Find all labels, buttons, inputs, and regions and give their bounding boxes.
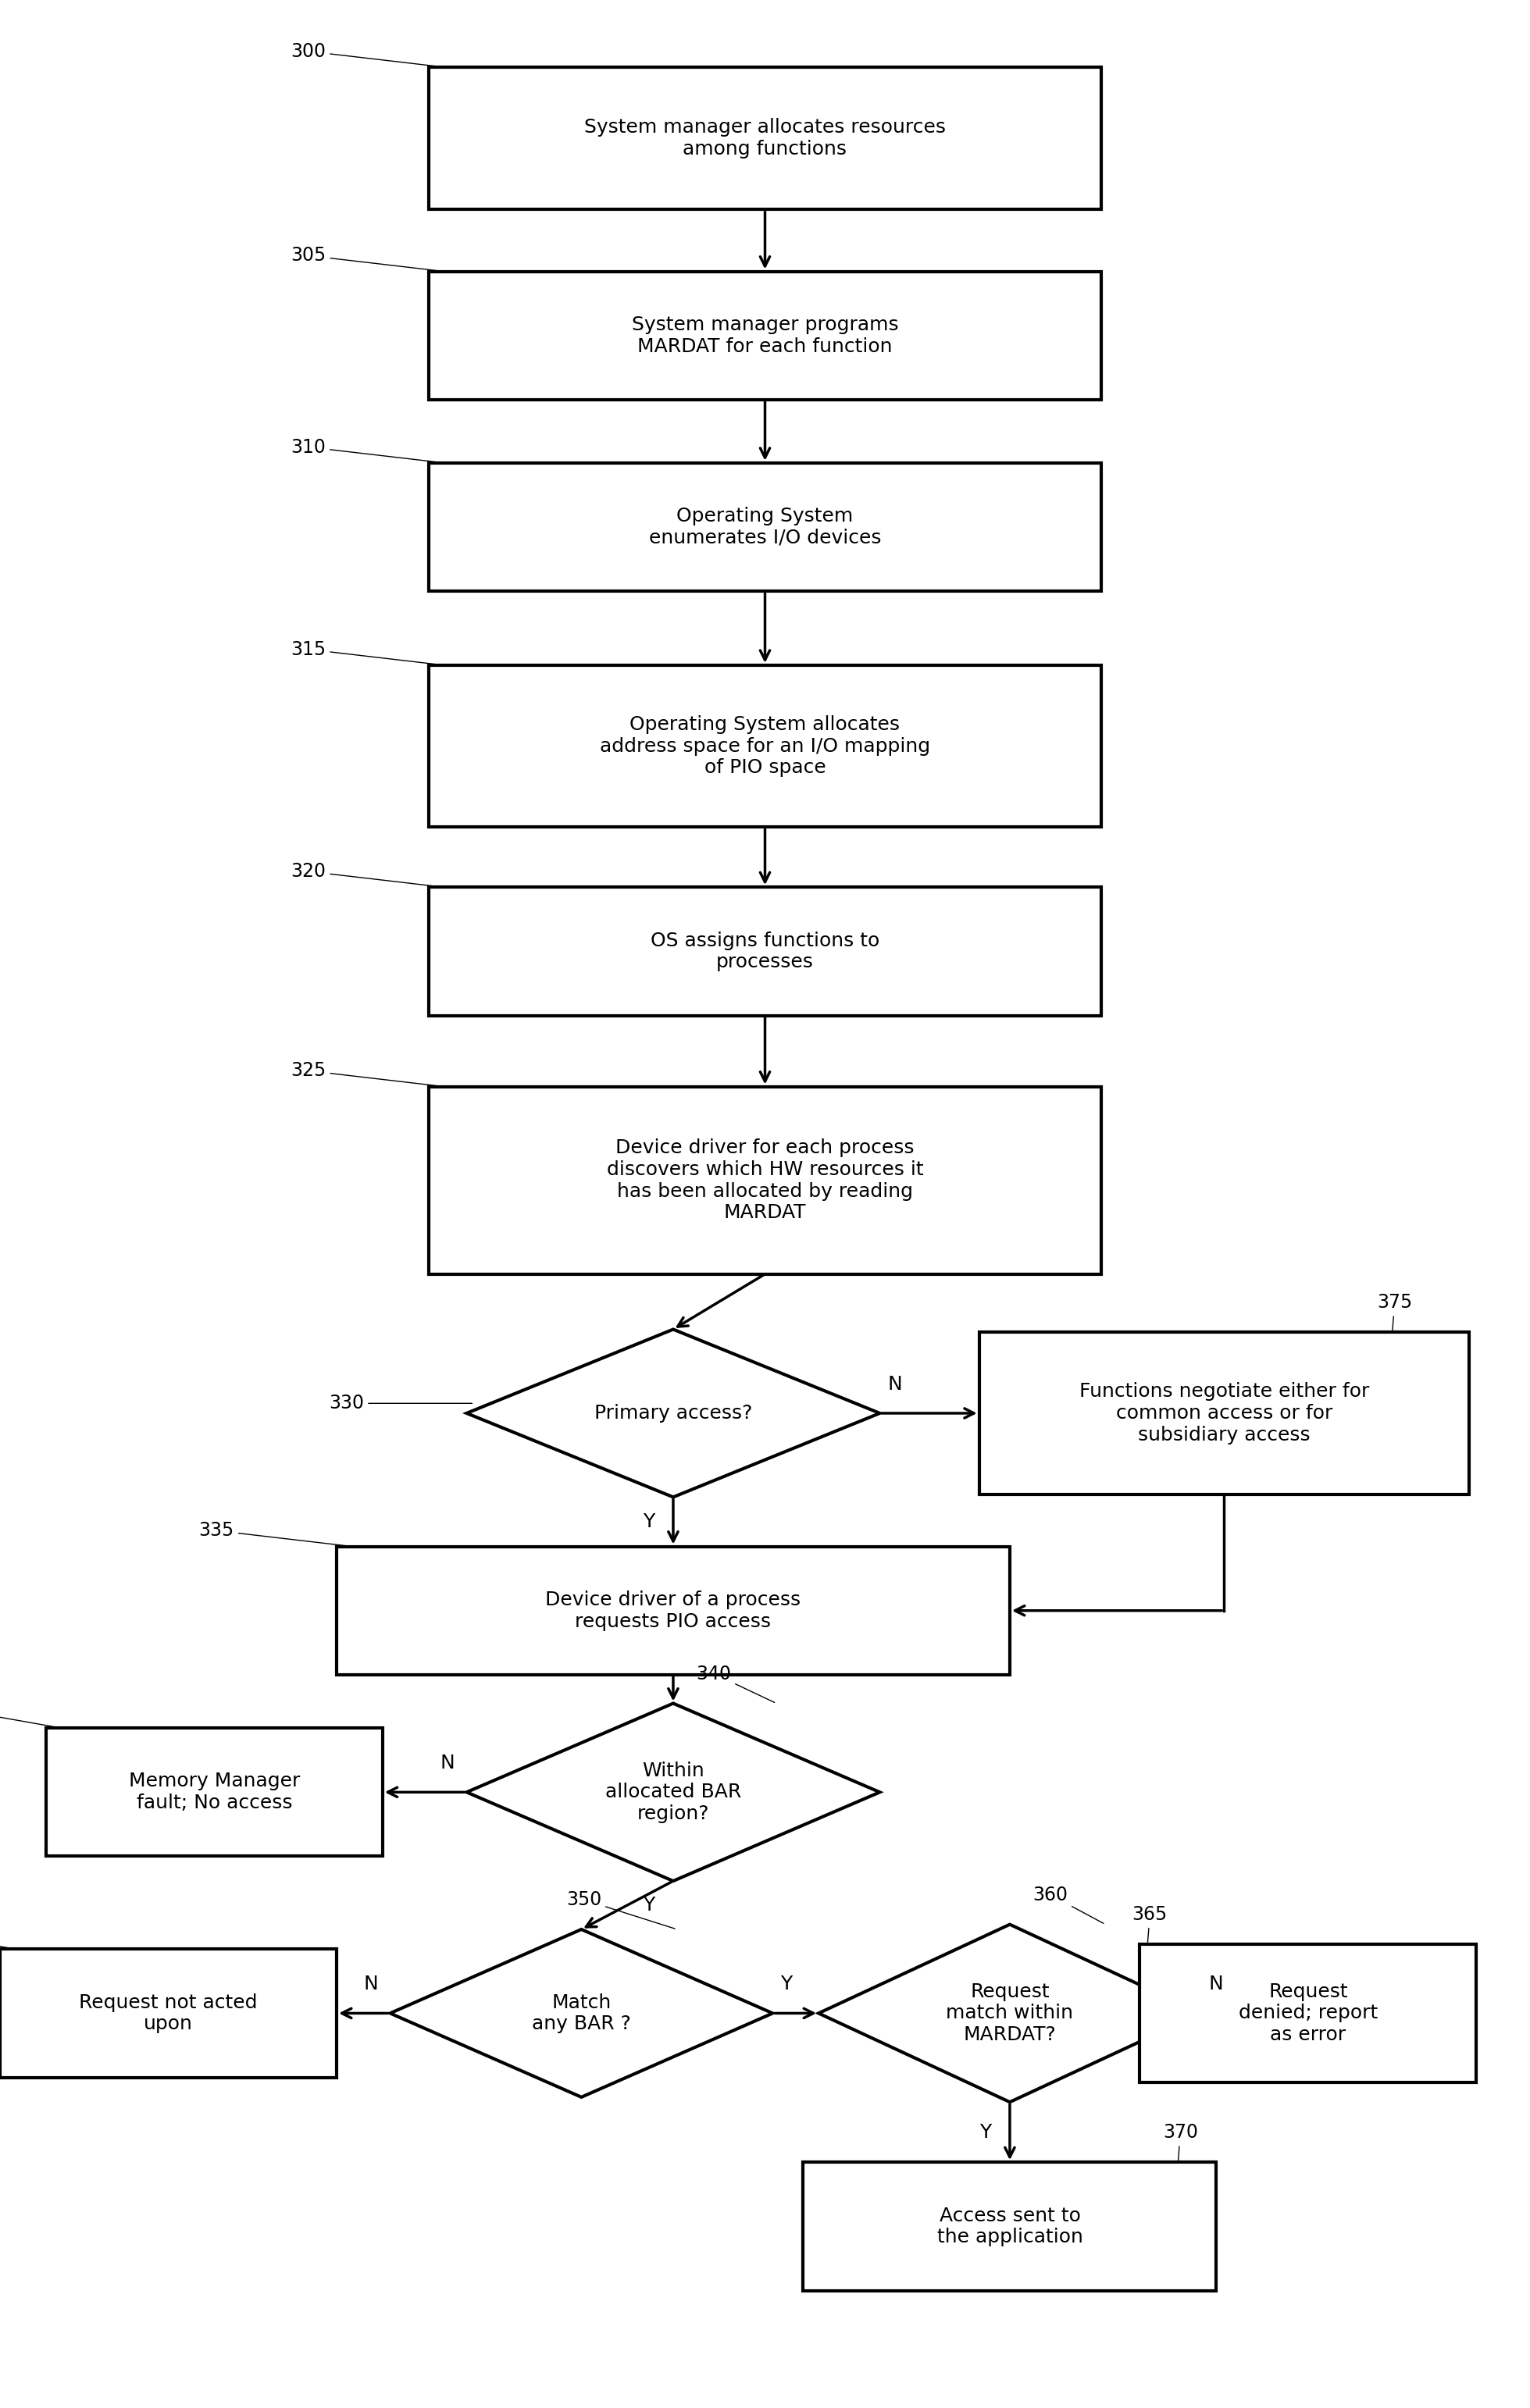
FancyBboxPatch shape [428, 1086, 1102, 1274]
Text: Match
any BAR ?: Match any BAR ? [532, 1994, 630, 2032]
Text: 370: 370 [1163, 2124, 1198, 2160]
Text: Within
allocated BAR
region?: Within allocated BAR region? [606, 1760, 741, 1823]
Text: 310: 310 [291, 438, 442, 462]
Text: Device driver for each process
discovers which HW resources it
has been allocate: Device driver for each process discovers… [606, 1139, 924, 1223]
Text: 305: 305 [291, 246, 442, 272]
FancyBboxPatch shape [337, 1546, 1010, 1674]
Text: Access sent to
the application: Access sent to the application [936, 2206, 1083, 2247]
Text: 320: 320 [291, 862, 442, 886]
Text: 330: 330 [329, 1394, 473, 1413]
FancyBboxPatch shape [428, 886, 1102, 1016]
Text: Y: Y [979, 2124, 991, 2141]
Text: System manager programs
MARDAT for each function: System manager programs MARDAT for each … [632, 315, 898, 356]
Text: Request not acted
upon: Request not acted upon [80, 1994, 257, 2032]
FancyBboxPatch shape [803, 2162, 1216, 2290]
Text: Request
match within
MARDAT?: Request match within MARDAT? [946, 1982, 1074, 2044]
Text: Request
denied; report
as error: Request denied; report as error [1239, 1982, 1377, 2044]
Text: Operating System
enumerates I/O devices: Operating System enumerates I/O devices [649, 506, 881, 547]
Text: Functions negotiate either for
common access or for
subsidiary access: Functions negotiate either for common ac… [1079, 1382, 1369, 1445]
FancyBboxPatch shape [0, 1948, 337, 2078]
FancyBboxPatch shape [428, 272, 1102, 400]
Text: System manager allocates resources
among functions: System manager allocates resources among… [584, 118, 946, 159]
Text: N: N [887, 1375, 903, 1394]
FancyBboxPatch shape [428, 665, 1102, 826]
Text: N: N [439, 1753, 454, 1772]
Text: 315: 315 [291, 641, 442, 665]
Text: Device driver of a process
requests PIO access: Device driver of a process requests PIO … [546, 1589, 800, 1630]
Text: 340: 340 [696, 1664, 774, 1702]
Text: 375: 375 [1377, 1293, 1412, 1329]
Text: Y: Y [643, 1512, 655, 1531]
Text: 300: 300 [291, 41, 442, 67]
Polygon shape [467, 1329, 880, 1498]
Text: Primary access?: Primary access? [594, 1404, 753, 1423]
Text: 365: 365 [1132, 1905, 1167, 1941]
Text: N: N [363, 1975, 378, 1994]
Text: Operating System allocates
address space for an I/O mapping
of PIO space: Operating System allocates address space… [600, 715, 930, 778]
Text: 355: 355 [0, 1924, 14, 1948]
Text: Y: Y [643, 1895, 655, 1914]
Polygon shape [819, 1924, 1201, 2102]
Polygon shape [390, 1929, 773, 2097]
Text: OS assigns functions to
processes: OS assigns functions to processes [650, 932, 880, 970]
FancyBboxPatch shape [1140, 1943, 1476, 2083]
Text: 325: 325 [291, 1062, 442, 1086]
Text: Y: Y [780, 1975, 793, 1994]
FancyBboxPatch shape [428, 67, 1102, 209]
Text: Memory Manager
fault; No access: Memory Manager fault; No access [129, 1772, 300, 1813]
Polygon shape [467, 1702, 880, 1881]
FancyBboxPatch shape [46, 1729, 382, 1857]
FancyBboxPatch shape [979, 1332, 1469, 1493]
Text: 350: 350 [566, 1890, 675, 1929]
Text: 335: 335 [199, 1522, 350, 1546]
FancyBboxPatch shape [428, 462, 1102, 590]
Text: 345: 345 [0, 1702, 60, 1727]
Text: N: N [1209, 1975, 1224, 1994]
Text: 360: 360 [1033, 1885, 1103, 1924]
